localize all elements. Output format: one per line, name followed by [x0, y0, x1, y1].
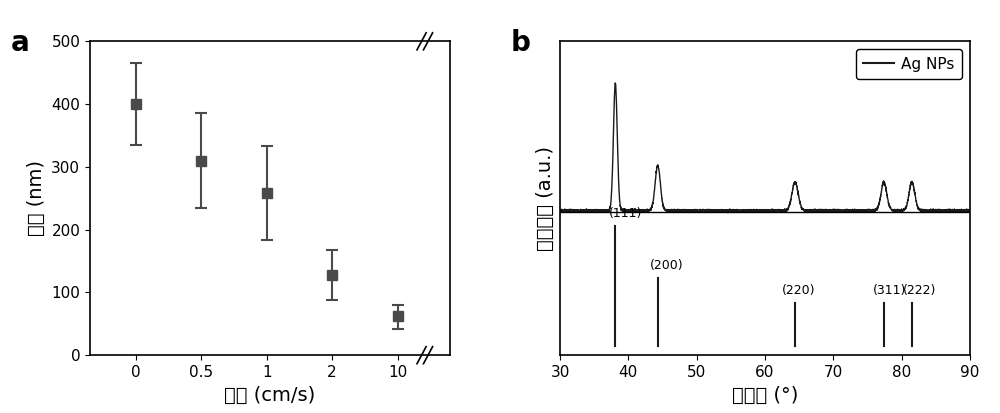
- Text: b: b: [511, 29, 531, 57]
- Legend: Ag NPs: Ag NPs: [856, 49, 962, 79]
- Y-axis label: 直径 (nm): 直径 (nm): [27, 160, 46, 236]
- Text: a: a: [11, 29, 30, 57]
- Text: (200): (200): [650, 259, 684, 272]
- Y-axis label: 衍射强度 (a.u.): 衍射强度 (a.u.): [535, 146, 554, 251]
- X-axis label: 转速 (cm/s): 转速 (cm/s): [224, 385, 316, 404]
- Text: (222): (222): [903, 284, 936, 297]
- Text: (220): (220): [782, 284, 816, 297]
- Text: (311): (311): [873, 284, 906, 297]
- Text: (111): (111): [609, 207, 643, 220]
- X-axis label: 二倍角 (°): 二倍角 (°): [732, 385, 798, 404]
